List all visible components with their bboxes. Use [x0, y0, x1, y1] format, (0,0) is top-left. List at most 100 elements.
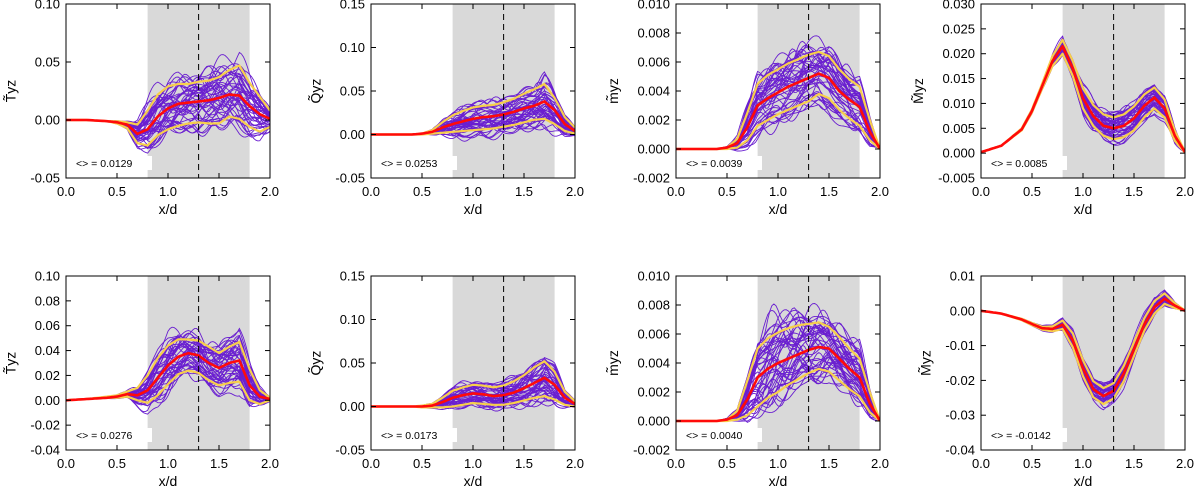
x-axis-label: x/d: [464, 473, 483, 489]
x-axis-label: x/d: [1074, 473, 1093, 489]
y-tick-label: 0.00: [340, 399, 365, 414]
mean-line: [66, 93, 270, 136]
x-tick-label: 2.0: [871, 184, 889, 199]
x-tick-label: 1.5: [515, 456, 533, 471]
y-tick-label: 0.005: [942, 121, 975, 136]
y-axis-label: M̃yz: [917, 350, 933, 376]
y-tick-label: 0.030: [942, 0, 975, 12]
y-tick-label: 0.008: [637, 26, 670, 41]
mean-line: [981, 45, 1185, 154]
y-axis-label: T̃yz: [2, 352, 18, 375]
x-axis-label: x/d: [464, 201, 483, 217]
mean-line: [676, 72, 880, 151]
x-tick-label: 1.0: [1074, 456, 1092, 471]
x-axis-label: x/d: [159, 201, 178, 217]
x-tick-label: 0.5: [413, 184, 431, 199]
y-tick-label: -0.02: [30, 418, 60, 433]
plot-area: [371, 357, 575, 412]
y-tick-label: -0.005: [938, 171, 975, 186]
y-tick-label: 0.04: [35, 343, 60, 358]
y-tick-label: 0.00: [950, 303, 975, 318]
x-tick-label: 2.0: [1176, 456, 1194, 471]
mean-line: [676, 345, 880, 423]
y-tick-label: 0.000: [637, 414, 670, 429]
y-tick-label: -0.04: [30, 443, 60, 458]
y-tick-label: 0.000: [637, 142, 670, 157]
y-tick-label: 0.004: [637, 356, 670, 371]
chart-panel-7: 0.0 0.5 1.0 1.5 2.0 -0.002 0.000 0.002 0.004 0.00…: [605, 269, 889, 490]
x-tick-label: 1.0: [1074, 184, 1092, 199]
x-tick-label: 1.0: [464, 184, 482, 199]
y-tick-label: 0.00: [35, 393, 60, 408]
y-axis-label: m̃yz: [605, 350, 621, 376]
plot-area: [981, 289, 1185, 411]
x-tick-label: 0.0: [362, 456, 380, 471]
x-tick-label: 2.0: [566, 456, 584, 471]
x-tick-label: 1.0: [159, 184, 177, 199]
y-tick-label: 0.10: [35, 0, 60, 12]
x-tick-label: 0.0: [57, 456, 75, 471]
y-tick-label: 0.15: [340, 0, 365, 12]
plot-area: [66, 326, 270, 415]
mean-line: [371, 376, 575, 408]
x-tick-label: 0.5: [108, 456, 126, 471]
chart-panel-5: 0.0 0.5 1.0 1.5 2.0 -0.04 -0.02 0.00 0.02 0.04 0.0…: [2, 269, 279, 490]
annotation-background: [72, 428, 152, 442]
mean-annotation: <> = 0.0253: [381, 158, 438, 170]
x-tick-label: 0.0: [667, 456, 685, 471]
x-tick-label: 0.5: [718, 456, 736, 471]
annotation-background: [72, 156, 152, 170]
y-tick-label: 0.025: [942, 21, 975, 36]
annotation-background: [987, 156, 1067, 170]
x-tick-label: 1.5: [820, 184, 838, 199]
y-tick-label: -0.05: [335, 171, 365, 186]
x-tick-label: 1.0: [159, 456, 177, 471]
y-axis-label: Q̃yz: [307, 351, 323, 376]
y-tick-label: -0.002: [633, 171, 670, 186]
y-tick-label: 0.01: [950, 269, 975, 284]
y-tick-label: 0.05: [340, 84, 365, 99]
x-tick-label: 0.0: [57, 184, 75, 199]
chart-panel-6: 0.0 0.5 1.0 1.5 2.0 -0.05 0.00 0.05 0.10 0.15 x/d Q…: [307, 269, 584, 490]
mean-annotation: <> = 0.0129: [76, 158, 133, 170]
y-tick-label: 0.002: [637, 385, 670, 400]
y-tick-label: 0.010: [942, 96, 975, 111]
annotation-background: [377, 156, 457, 170]
x-tick-label: 1.0: [464, 456, 482, 471]
x-tick-label: 0.5: [108, 184, 126, 199]
plot-area: [371, 71, 575, 142]
x-tick-label: 0.5: [718, 184, 736, 199]
y-tick-label: -0.05: [335, 443, 365, 458]
y-axis-label: T̃yz: [2, 80, 18, 103]
plot-area: [981, 35, 1185, 154]
y-tick-label: 0.02: [35, 368, 60, 383]
y-tick-label: 0.08: [35, 293, 60, 308]
annotation-background: [682, 156, 762, 170]
x-axis-label: x/d: [769, 201, 788, 217]
y-tick-label: -0.05: [30, 171, 60, 186]
mean-annotation: <> = 0.0276: [76, 430, 133, 442]
x-tick-label: 2.0: [871, 456, 889, 471]
y-tick-label: 0.00: [340, 127, 365, 142]
y-tick-label: 0.000: [942, 146, 975, 161]
x-tick-label: 0.0: [972, 184, 990, 199]
y-axis-label: M̃yz: [910, 78, 926, 104]
chart-panel-4: 0.0 0.5 1.0 1.5 2.0 -0.005 0.000 0.005 0.010 0.01…: [910, 0, 1194, 217]
y-tick-label: 0.015: [942, 71, 975, 86]
x-tick-label: 2.0: [1176, 184, 1194, 199]
y-tick-label: 0.004: [637, 84, 670, 99]
y-axis-label: Q̃yz: [307, 79, 323, 104]
y-tick-label: -0.04: [945, 443, 975, 458]
annotation-background: [377, 428, 457, 442]
plot-area: [676, 35, 880, 152]
mean-line: [66, 351, 270, 402]
mean-line: [981, 297, 1185, 398]
annotation-background: [987, 428, 1067, 442]
mean-annotation: <> = -0.0142: [991, 430, 1051, 442]
y-tick-label: 0.010: [637, 269, 670, 284]
y-tick-label: -0.02: [945, 373, 975, 388]
x-tick-label: 1.5: [1125, 456, 1143, 471]
y-tick-label: 0.05: [35, 55, 60, 70]
x-axis-label: x/d: [159, 473, 178, 489]
